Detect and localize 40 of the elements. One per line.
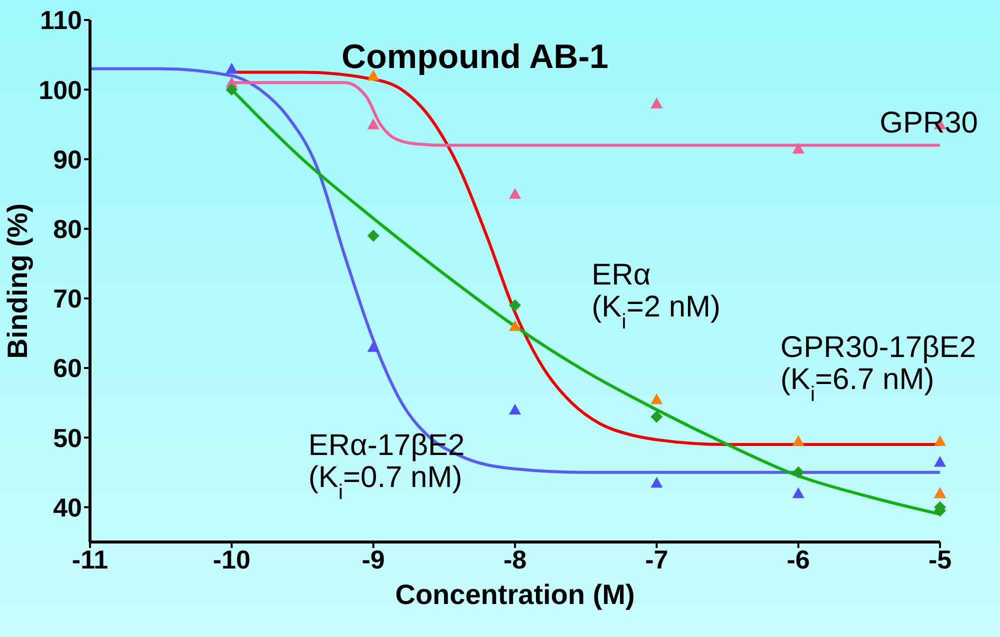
- point: [650, 476, 663, 488]
- point: [367, 230, 380, 242]
- y-tick-label: 80: [53, 214, 82, 244]
- y-tick-label: 40: [53, 492, 82, 522]
- point: [509, 320, 521, 332]
- point: [650, 98, 663, 108]
- point: [509, 404, 521, 415]
- x-axis-title: Concentration (M): [395, 579, 635, 610]
- point: [792, 466, 804, 478]
- y-tick-label: 100: [38, 74, 82, 105]
- point: [226, 62, 238, 74]
- x-tick-label: -5: [928, 544, 952, 574]
- series-label: GPR30-17βE2 (K$_{i}$=6.7 nM): [780, 331, 976, 406]
- y-tick-label: 70: [53, 284, 82, 314]
- series-label: GPR30: [880, 106, 978, 140]
- text: ERα (K$_{i}$=2 nM): [592, 258, 721, 334]
- text: Compound AB-1: [342, 38, 608, 76]
- x-tick-label: -10: [212, 544, 250, 574]
- point: [792, 435, 804, 446]
- point: [934, 456, 946, 467]
- point: [650, 393, 663, 404]
- point: [509, 188, 521, 199]
- y-tick-label: 110: [40, 5, 82, 36]
- x-tick-label: -11: [72, 544, 108, 574]
- point: [509, 299, 521, 312]
- point: [650, 410, 663, 423]
- x-tick-label: -7: [645, 544, 668, 574]
- point: [792, 142, 804, 154]
- point: [792, 487, 804, 498]
- y-tick-label: 90: [53, 144, 82, 174]
- point: [226, 84, 238, 96]
- y-tick-label: 50: [53, 422, 82, 453]
- y-axis-title: Binding (%): [2, 203, 33, 359]
- point: [934, 435, 946, 446]
- point: [367, 118, 380, 130]
- y-tick-label: 60: [53, 353, 82, 384]
- x-tick-label: -9: [362, 544, 385, 574]
- point: [367, 341, 380, 352]
- x-tick-label: -8: [503, 544, 527, 574]
- x-tick-label: -6: [786, 544, 810, 574]
